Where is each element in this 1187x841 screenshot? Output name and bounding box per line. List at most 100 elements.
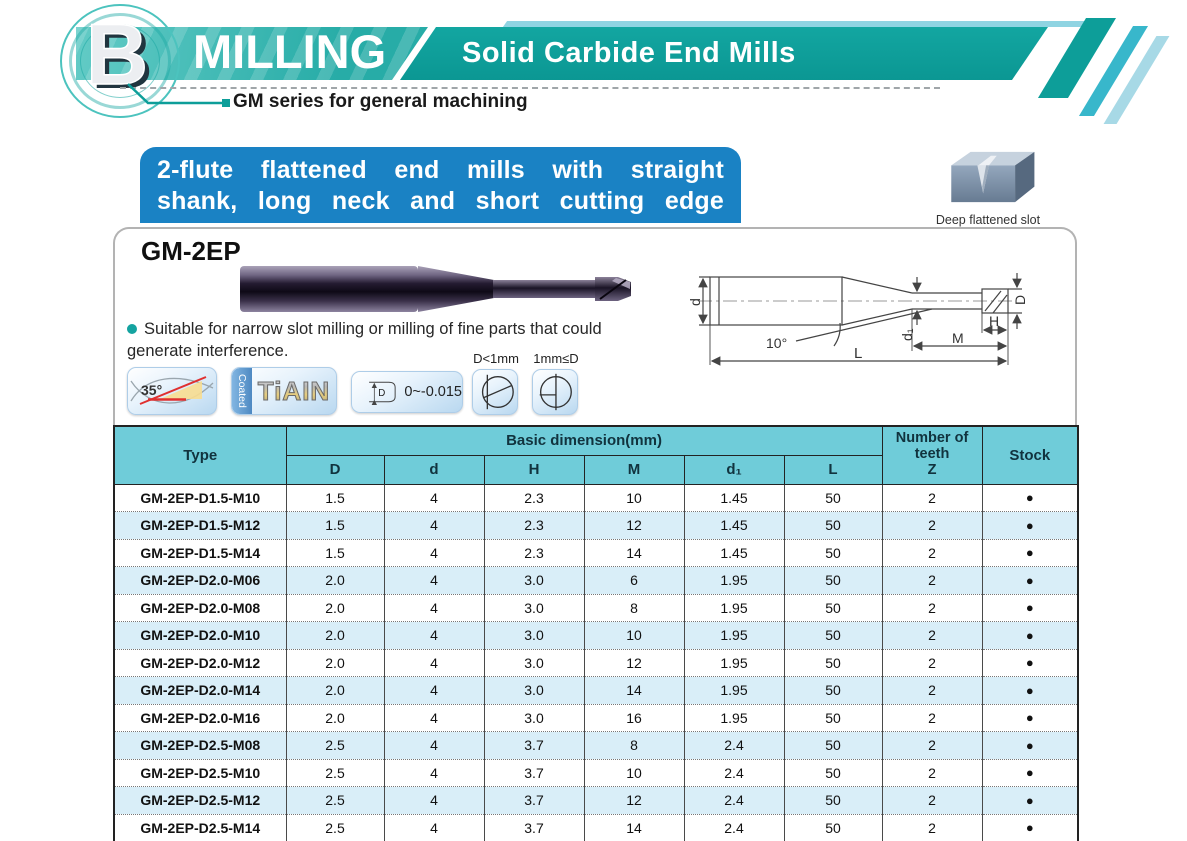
flute-large-icon [539, 373, 572, 411]
cell-D: 1.5 [285, 511, 385, 539]
cell-teeth: 2 [881, 676, 983, 704]
slot-figure: Deep flattened slot [928, 148, 1048, 227]
headline-banner: 2-flute flattened end mills with straigh… [140, 147, 741, 223]
cell-L: 50 [783, 676, 883, 704]
table-row: GM-2EP-D1.5-M10 1.5 4 2.3 10 1.45 50 2 ● [113, 484, 1079, 512]
spec-table-head: Type Basic dimension(mm) Number of teeth… [113, 425, 1079, 485]
cell-d: 4 [383, 676, 485, 704]
cell-H: 3.7 [483, 731, 585, 759]
cell-stock: ● [981, 511, 1079, 539]
cell-L: 50 [783, 703, 883, 732]
cell-teeth: 2 [881, 758, 983, 787]
series-label: GM series for general machining [233, 91, 528, 112]
dim-label-d1: d₁ [899, 328, 915, 341]
cell-L: 50 [783, 731, 883, 759]
cell-teeth: 2 [881, 511, 983, 539]
series-connector-line [127, 83, 230, 107]
dim-label-M: M [952, 330, 964, 346]
coating-name: TiAIN [252, 368, 336, 414]
flute-small-badge [472, 369, 518, 415]
logo-ring-icon [69, 13, 171, 109]
description-line2: generate interference. [127, 342, 289, 360]
cell-D: 2.0 [285, 676, 385, 704]
helix-angle-value: 35° [141, 382, 162, 398]
cell-H: 3.0 [483, 703, 585, 732]
helix-angle-icon: 35° [130, 376, 214, 405]
cell-type: GM-2EP-D2.0-M16 [113, 703, 287, 732]
col-header-H: H [483, 454, 585, 485]
flute-large-badge [532, 369, 578, 415]
table-row: GM-2EP-D2.0-M08 2.0 4 3.0 8 1.95 50 2 ● [113, 593, 1079, 622]
cell-L: 50 [783, 566, 883, 594]
cell-type: GM-2EP-D2.0-M10 [113, 621, 287, 649]
cell-M: 14 [583, 538, 685, 567]
cell-type: GM-2EP-D2.0-M14 [113, 676, 287, 704]
table-row: GM-2EP-D2.5-M10 2.5 4 3.7 10 2.4 50 2 ● [113, 758, 1079, 787]
cell-d: 4 [383, 484, 485, 512]
cell-M: 8 [583, 731, 685, 759]
cell-d: 4 [383, 703, 485, 732]
cell-stock: ● [981, 676, 1079, 704]
dim-label-H: H [989, 313, 999, 329]
cell-stock: ● [981, 621, 1079, 649]
cell-teeth: 2 [881, 593, 983, 622]
header-row-1: Type Basic dimension(mm) Number of teeth… [113, 425, 1079, 485]
cell-teeth: 2 [881, 538, 983, 567]
cell-L: 50 [783, 758, 883, 787]
cell-stock: ● [981, 648, 1079, 677]
cell-d: 4 [383, 731, 485, 759]
spec-table: Type Basic dimension(mm) Number of teeth… [113, 425, 1080, 841]
tolerance-value: 0~-0.015 [404, 384, 462, 400]
cell-D: 2.0 [285, 648, 385, 677]
table-row: GM-2EP-D1.5-M14 1.5 4 2.3 14 1.45 50 2 ● [113, 538, 1079, 567]
bullet-icon [127, 324, 137, 334]
cell-M: 12 [583, 511, 685, 539]
cell-teeth: 2 [881, 813, 983, 841]
cell-teeth: 2 [881, 566, 983, 594]
cell-d1: 1.95 [683, 703, 785, 732]
cell-H: 2.3 [483, 511, 585, 539]
tolerance-diagram-icon: D [369, 381, 396, 406]
product-model: GM-2EP [141, 236, 241, 266]
table-row: GM-2EP-D2.0-M06 2.0 4 3.0 6 1.95 50 2 ● [113, 566, 1079, 594]
logo-ring-icon [80, 24, 160, 98]
cell-stock: ● [981, 758, 1079, 787]
cell-H: 2.3 [483, 538, 585, 567]
dimension-drawing: d 10° d₁ H M L D [690, 273, 1025, 366]
table-row: GM-2EP-D2.0-M14 2.0 4 3.0 14 1.95 50 2 ● [113, 676, 1079, 704]
headline-line1: 2-flute flattened end mills with straigh… [157, 156, 724, 184]
cell-H: 3.0 [483, 676, 585, 704]
cell-d: 4 [383, 621, 485, 649]
col-header-type: Type [113, 425, 287, 485]
cell-D: 1.5 [285, 538, 385, 567]
corner-stripes [1028, 16, 1187, 124]
cell-M: 12 [583, 786, 685, 814]
spec-table-body: GM-2EP-D1.5-M10 1.5 4 2.3 10 1.45 50 2 ●… [113, 484, 1079, 841]
banner-dark-segment: Solid Carbide End Mills [400, 27, 1048, 80]
cell-d: 4 [383, 538, 485, 567]
logo-ring-icon [60, 4, 180, 118]
cell-L: 50 [783, 621, 883, 649]
cell-teeth: 2 [881, 731, 983, 759]
cell-type: GM-2EP-D2.5-M08 [113, 731, 287, 759]
helix-angle-badge: 35° [127, 367, 217, 415]
cell-teeth: 2 [881, 786, 983, 814]
cell-type: GM-2EP-D2.0-M08 [113, 593, 287, 622]
cell-type: GM-2EP-D1.5-M14 [113, 538, 287, 567]
cell-M: 10 [583, 758, 685, 787]
tolerance-letter: D [378, 388, 385, 399]
cell-d: 4 [383, 758, 485, 787]
table-row: GM-2EP-D2.0-M12 2.0 4 3.0 12 1.95 50 2 ● [113, 648, 1079, 677]
cell-teeth: 2 [881, 703, 983, 732]
cell-stock: ● [981, 703, 1079, 732]
cell-D: 2.5 [285, 758, 385, 787]
cell-H: 2.3 [483, 484, 585, 512]
cell-type: GM-2EP-D2.5-M14 [113, 813, 287, 841]
col-header-M: M [583, 454, 685, 485]
cell-d1: 1.95 [683, 566, 785, 594]
cell-type: GM-2EP-D1.5-M12 [113, 511, 287, 539]
cell-M: 12 [583, 648, 685, 677]
cell-d1: 1.45 [683, 538, 785, 567]
table-row: GM-2EP-D2.5-M14 2.5 4 3.7 14 2.4 50 2 ● [113, 813, 1079, 841]
